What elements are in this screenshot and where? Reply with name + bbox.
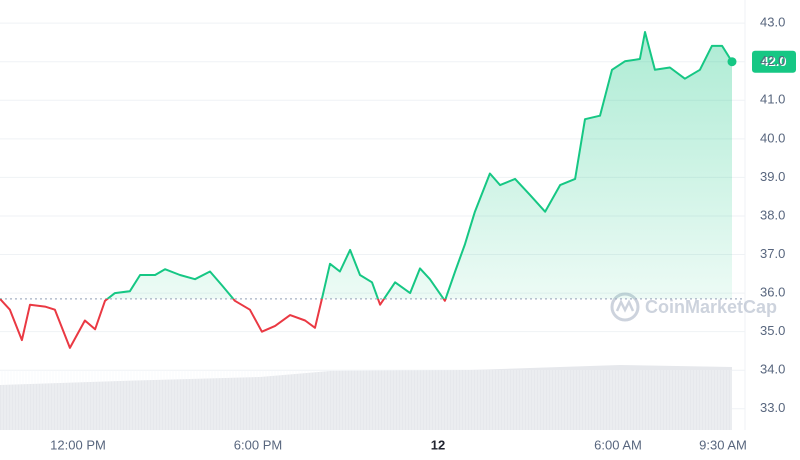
volume-area <box>0 365 732 430</box>
x-tick-label: 6:00 PM <box>234 437 282 452</box>
x-tick-label: 12 <box>431 437 445 452</box>
y-tick-label: 38.0 <box>760 207 785 222</box>
watermark-text: CoinMarketCap <box>645 297 777 317</box>
price-tag <box>752 50 796 73</box>
y-tick-label: 43.0 <box>760 15 785 30</box>
y-tick-label: 42.0 <box>760 53 785 68</box>
y-tick-label: 39.0 <box>760 169 785 184</box>
x-tick-label: 12:00 PM <box>50 437 106 452</box>
y-tick-label: 41.0 <box>760 92 785 107</box>
volume-area-stripes <box>1 370 732 430</box>
area <box>107 32 732 299</box>
x-tick-label: 6:00 AM <box>594 437 642 452</box>
y-tick-label: 40.0 <box>760 130 785 145</box>
y-tick-label: 34.0 <box>760 362 785 377</box>
x-tick-label: 9:30 AM <box>699 437 747 452</box>
last-point <box>727 57 737 67</box>
y-tick-label: 35.0 <box>760 323 785 338</box>
price-line-up <box>0 31 733 299</box>
price-tag-label: 42.0 <box>761 54 786 69</box>
y-tick-label: 37.0 <box>760 246 785 261</box>
y-tick-label: 33.0 <box>760 400 785 415</box>
y-tick-label: 36.0 <box>760 285 785 300</box>
